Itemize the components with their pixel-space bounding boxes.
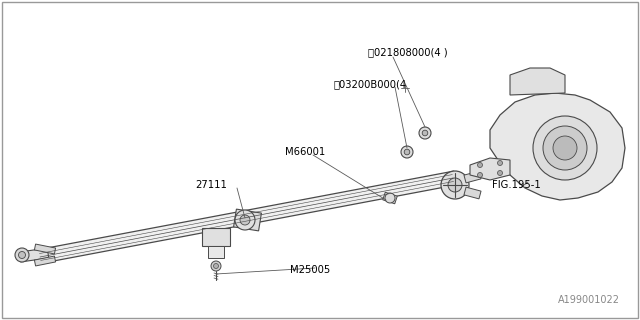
Polygon shape	[234, 209, 261, 231]
Circle shape	[214, 263, 218, 268]
Circle shape	[477, 163, 483, 167]
Circle shape	[441, 171, 469, 199]
Circle shape	[235, 210, 255, 230]
Polygon shape	[35, 256, 56, 266]
Circle shape	[422, 130, 428, 136]
Text: M25005: M25005	[290, 265, 330, 275]
Circle shape	[448, 178, 462, 192]
Text: 27111: 27111	[195, 180, 227, 190]
Circle shape	[553, 136, 577, 160]
Circle shape	[533, 116, 597, 180]
Text: Ⓝ021808000(4 ): Ⓝ021808000(4 )	[368, 47, 447, 57]
Circle shape	[401, 146, 413, 158]
Polygon shape	[510, 68, 565, 95]
Polygon shape	[36, 171, 456, 264]
Circle shape	[477, 172, 483, 178]
Polygon shape	[35, 244, 56, 254]
Polygon shape	[490, 93, 625, 200]
Circle shape	[19, 252, 26, 259]
Polygon shape	[470, 158, 510, 180]
Circle shape	[240, 215, 250, 225]
Circle shape	[404, 149, 410, 155]
Bar	[202, 228, 230, 246]
Bar	[208, 246, 224, 258]
Text: Ⓜ03200B000(4: Ⓜ03200B000(4	[333, 79, 406, 89]
Circle shape	[211, 261, 221, 271]
Text: M66001: M66001	[285, 147, 325, 157]
Circle shape	[497, 171, 502, 175]
Circle shape	[385, 193, 395, 203]
Text: A199001022: A199001022	[558, 295, 620, 305]
Text: FIG.195-1: FIG.195-1	[492, 180, 541, 190]
Circle shape	[543, 126, 587, 170]
Circle shape	[497, 161, 502, 165]
Polygon shape	[19, 248, 49, 262]
Polygon shape	[383, 192, 397, 204]
Polygon shape	[464, 187, 481, 199]
Polygon shape	[464, 171, 481, 183]
Circle shape	[419, 127, 431, 139]
Circle shape	[15, 248, 29, 262]
